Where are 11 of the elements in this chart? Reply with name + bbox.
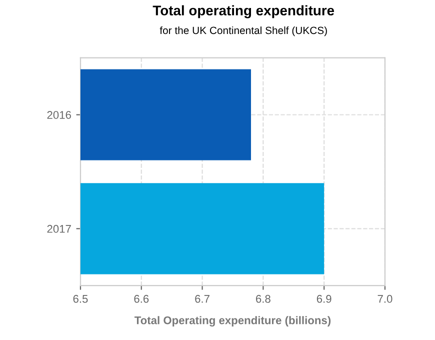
y-tick-label: 2017 bbox=[47, 224, 71, 233]
x-axis-title: Total Operating expenditure (billions) bbox=[134, 316, 331, 327]
x-tick-label: 6.9 bbox=[316, 294, 332, 303]
chart-title: Total operating expenditure bbox=[152, 5, 334, 18]
x-tick-label: 6.5 bbox=[73, 294, 88, 303]
x-tick-label: 7.0 bbox=[378, 294, 392, 303]
x-tick-label: 6.7 bbox=[195, 294, 210, 303]
y-tick-label: 2016 bbox=[47, 111, 71, 119]
x-tick-label: 6.8 bbox=[256, 294, 270, 303]
x-tick-label: 6.6 bbox=[134, 294, 149, 303]
chart-subtitle: for the UK Continental Shelf (UKCS) bbox=[160, 26, 327, 36]
